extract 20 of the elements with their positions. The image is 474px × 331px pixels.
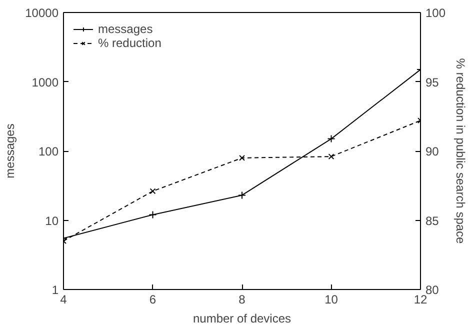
y-tick-label: 1 [52,283,59,297]
y-tick-label: 10 [45,214,59,228]
y-tick-label: 10000 [25,6,59,20]
y2-tick-label: 100 [426,6,446,20]
x-tick-label: 4 [60,292,68,306]
y2-tick-label: 85 [426,214,440,228]
y-tick-label: 100 [38,144,59,158]
y2-tick-label: 95 [426,75,440,90]
x-tick-label: 8 [238,292,246,306]
y-tick-label: 1000 [32,75,59,90]
x-tick-label: 10 [324,292,338,306]
legend-label: messages [98,22,153,36]
y-axis-title: messages [3,124,18,178]
y2-axis-title: % reduction in public search space [454,58,468,244]
x-tick-label: 12 [414,292,428,306]
y2-tick-label: 90 [426,144,440,158]
legend-label: % reduction [98,36,162,50]
y2-tick-label: 80 [426,283,440,297]
x-axis-title: number of devices [192,312,292,326]
x-tick-label: 6 [149,292,156,306]
